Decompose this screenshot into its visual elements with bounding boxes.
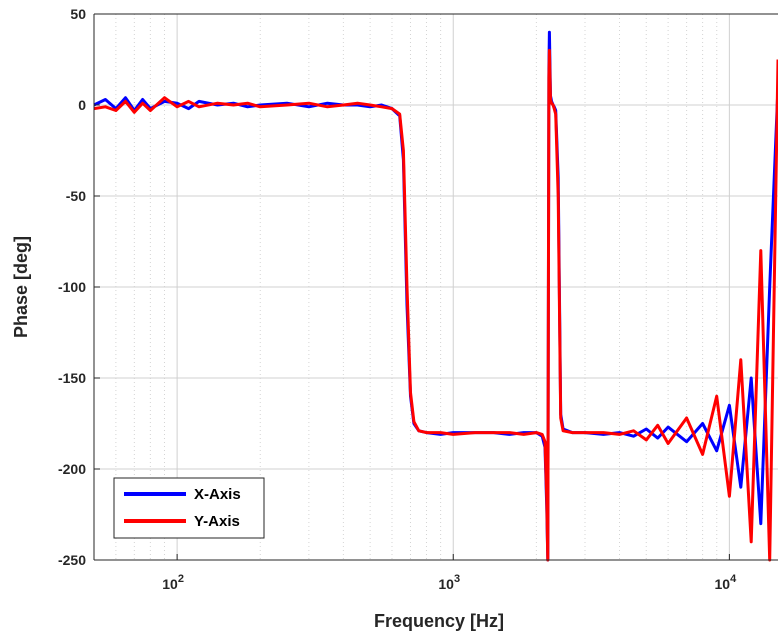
y-tick-labels: 50 0 -50 -100 -150 -200 -250 [58, 6, 100, 568]
y-tick-label: -200 [58, 461, 86, 477]
x-tick-label: 102 [162, 573, 184, 592]
legend-label-y-axis: Y-Axis [194, 513, 240, 530]
y-tick-label: -150 [58, 370, 86, 386]
x-tick-label: 104 [715, 573, 738, 592]
y-tick-label: -100 [58, 279, 86, 295]
x-tick-label: 103 [438, 573, 460, 592]
series-line-y-axis [93, 48, 778, 562]
y-axis-label: Phase [deg] [11, 236, 31, 338]
y-tick-label: -50 [66, 188, 86, 204]
x-axis-label: Frequency [Hz] [374, 611, 504, 631]
y-tick-label: -250 [58, 552, 86, 568]
legend-box [113, 477, 265, 539]
y-tick-label: 0 [78, 97, 86, 113]
legend-label-x-axis: X-Axis [194, 486, 241, 503]
series-layer [93, 30, 778, 562]
x-tick-labels: 102 103 104 [162, 554, 737, 592]
y-tick-label: 50 [70, 6, 86, 22]
legend: X-Axis Y-Axis [113, 477, 265, 539]
